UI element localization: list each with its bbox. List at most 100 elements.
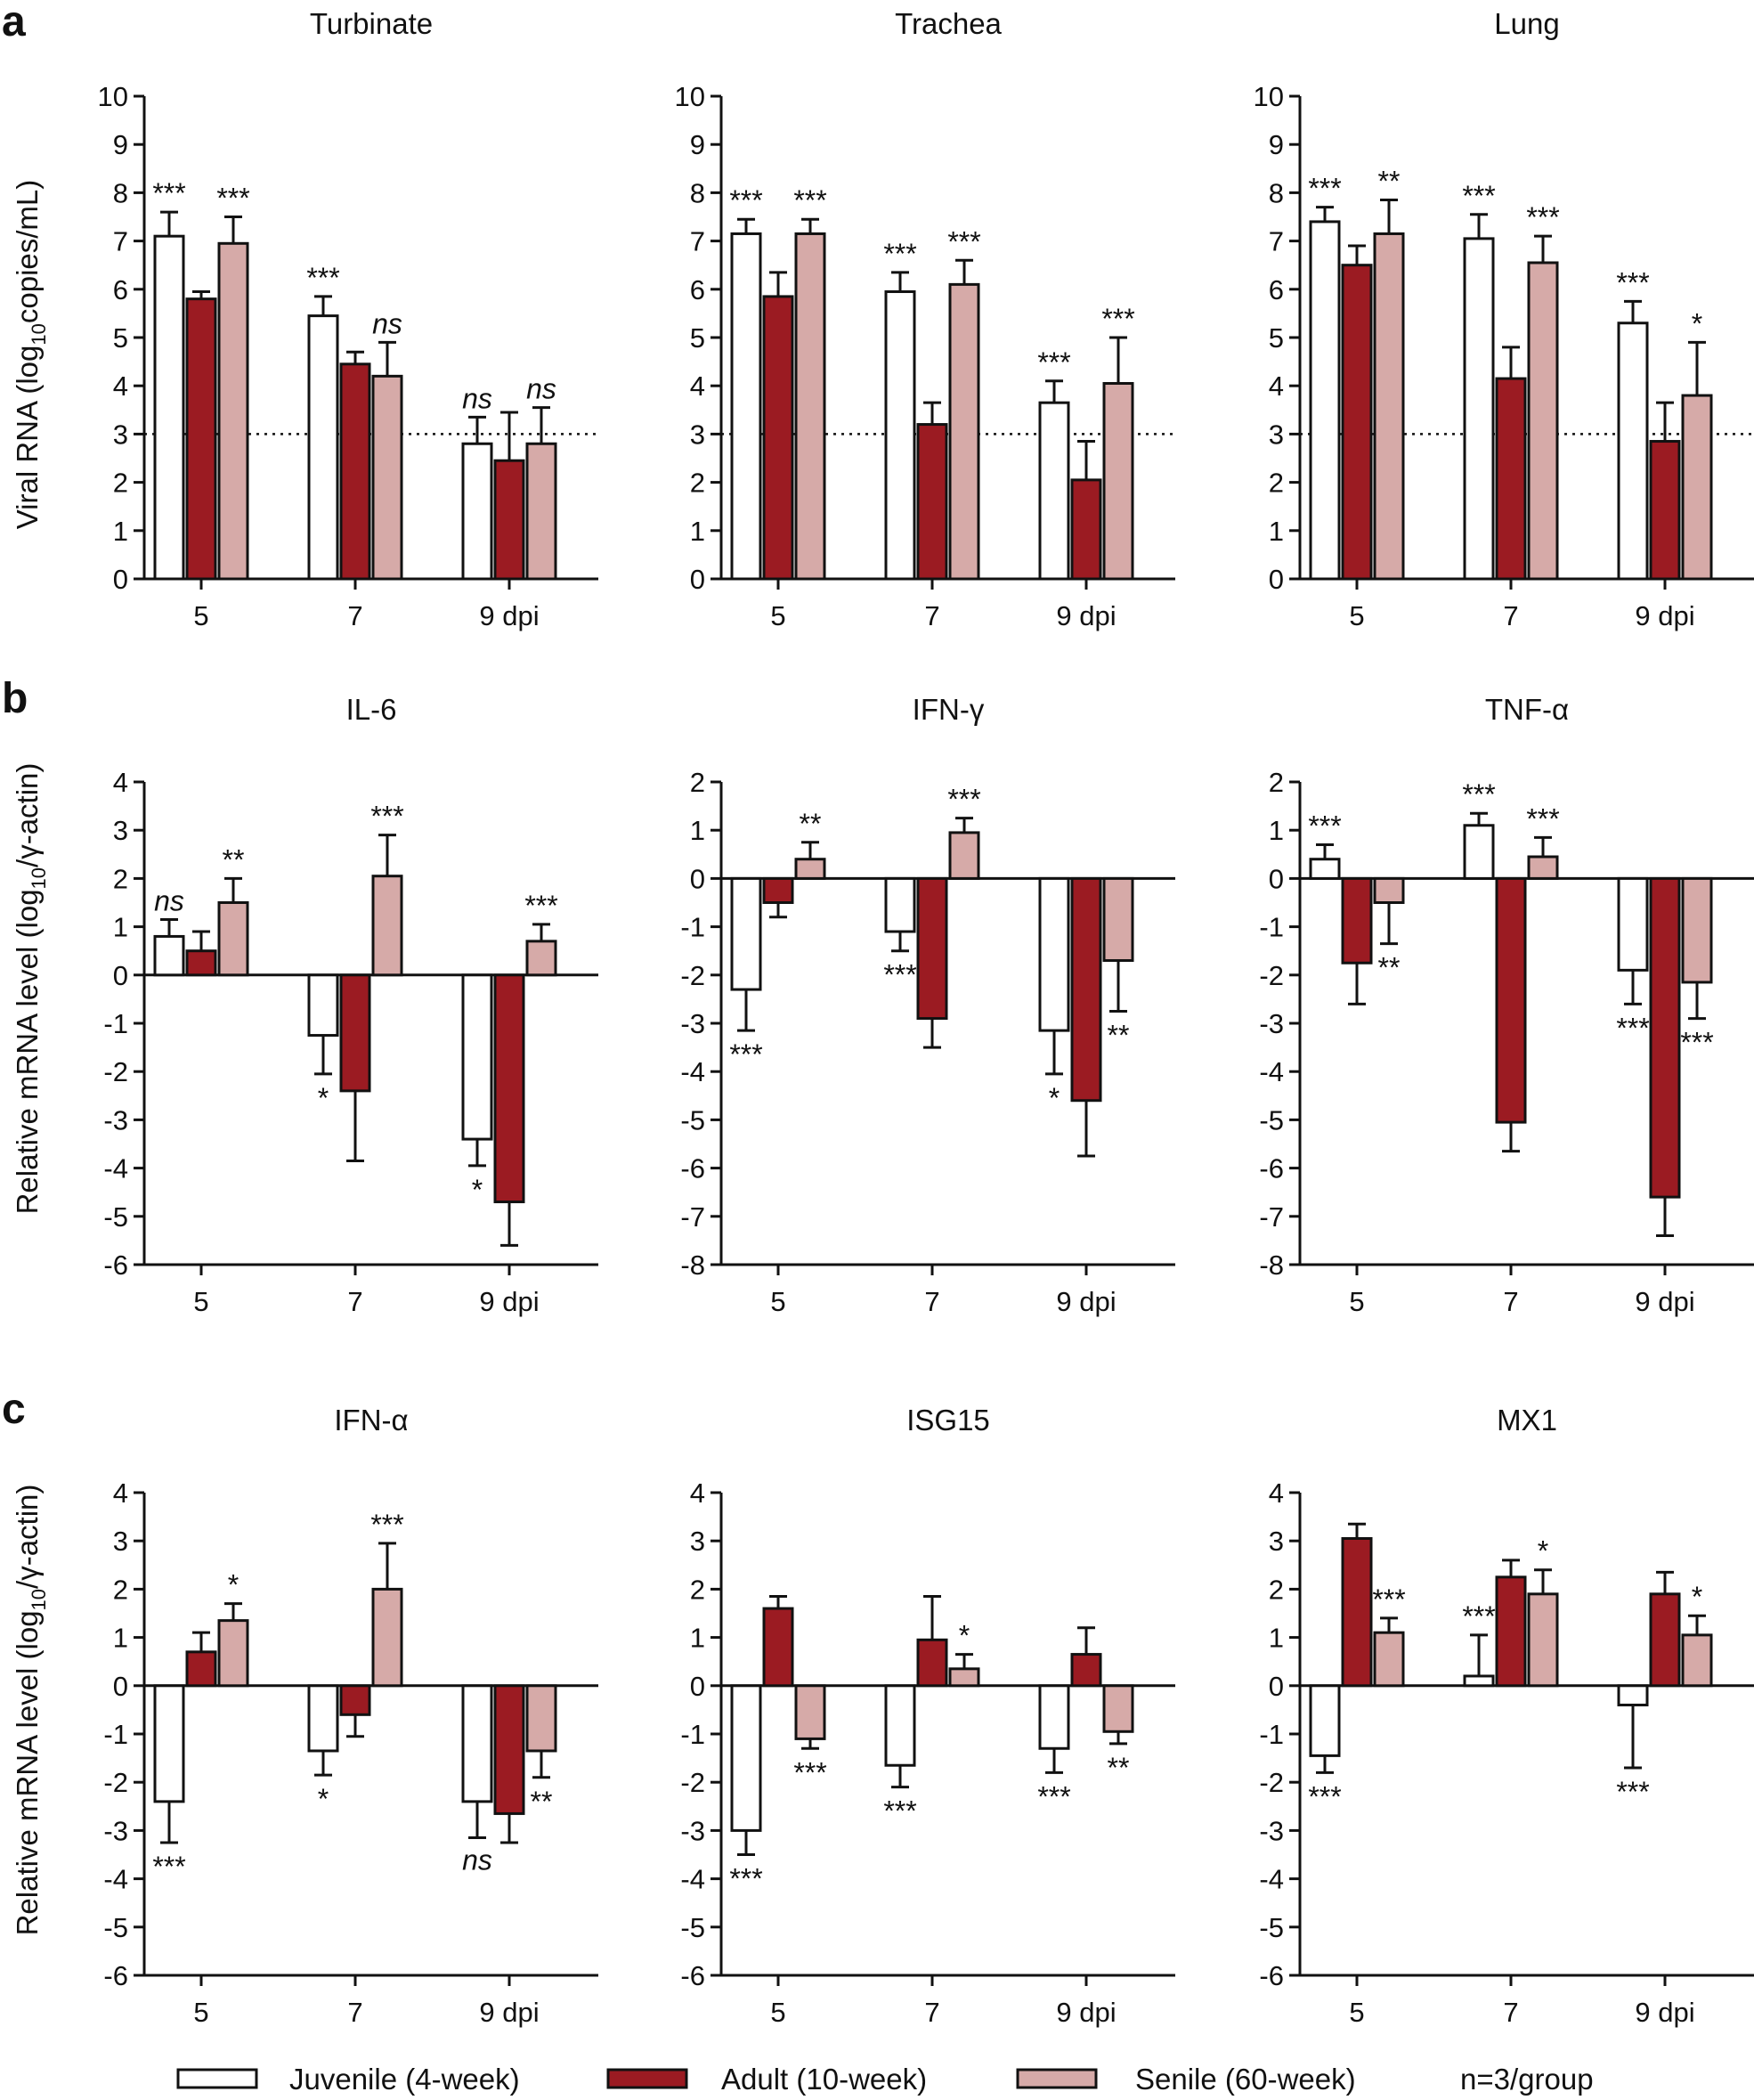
sig-label-tnf: ***: [1526, 802, 1559, 834]
bar-turbinate-adult-10-week-1: [339, 362, 371, 581]
bar-il-6-adult-10-week-1: [339, 973, 371, 1093]
x-tick-label-tnf: 5: [1349, 1286, 1364, 1317]
ylabel-mrna-b-prefix: Relative mRNA level (log: [11, 889, 44, 1214]
y-tick-label-trachea: 9: [690, 129, 705, 160]
y-tick-label-trachea: 5: [690, 322, 705, 354]
y-tick-label-tnf: 0: [1269, 863, 1284, 894]
x-tick-label-ifn: 5: [770, 1286, 785, 1317]
y-tick-label-trachea: 1: [690, 516, 705, 547]
bar-turbinate-adult-10-week-2: [493, 459, 525, 581]
chart-title-turbinate: Turbinate: [310, 7, 433, 40]
y-tick-label-isg15: -4: [680, 1864, 705, 1895]
sig-label-trachea: ***: [729, 184, 762, 216]
bar-mx1-adult-10-week-1: [1495, 1575, 1527, 1688]
sig-label-ifn: ***: [729, 1038, 762, 1070]
y-tick-label-trachea: 4: [690, 370, 705, 402]
y-tick-label-mx1: 4: [1269, 1477, 1284, 1509]
bar-turbinate-senile-60-week-1: [371, 374, 403, 581]
sig-label-lung: ***: [1462, 180, 1495, 212]
bar-ifn-juvenile-4-week-1: [307, 1684, 339, 1753]
chart-title-isg15: ISG15: [906, 1404, 990, 1437]
bar-turbinate-adult-10-week-0: [185, 297, 217, 581]
x-tick-label-ifn: 7: [924, 1286, 939, 1317]
sig-label-mx1: ***: [1372, 1583, 1405, 1616]
sig-label-mx1: *: [1692, 1581, 1702, 1613]
sig-label-ifn: ***: [883, 959, 916, 991]
ylabel-viral-rna: Viral RNA (log10copies/mL): [11, 180, 50, 530]
bar-lung-senile-60-week-2: [1681, 394, 1713, 581]
y-tick-label-tnf: -6: [1259, 1153, 1284, 1184]
y-tick-label-mx1: -4: [1259, 1864, 1284, 1895]
y-tick-label-isg15: 1: [690, 1623, 705, 1654]
y-tick-label-lung: 5: [1269, 322, 1284, 354]
y-tick-label-lung: 7: [1269, 226, 1284, 257]
chart-trachea: Trachea 0 1 2 3 4 5 6 7 8 9 10 5 *** *** 7 *** *** 9 dpi **…: [675, 7, 1175, 631]
y-tick-label-ifn: 1: [113, 1623, 128, 1654]
sig-label-ifn: ***: [152, 1851, 185, 1883]
sig-label-turbinate: ns: [526, 373, 556, 405]
sig-label-lung: *: [1692, 307, 1702, 339]
y-tick-label-ifn: 2: [690, 767, 705, 798]
bar-ifn-senile-60-week-2: [525, 1684, 557, 1753]
y-tick-label-mx1: 3: [1269, 1526, 1284, 1557]
y-tick-label-mx1: -5: [1259, 1912, 1284, 1943]
y-tick-label-trachea: 2: [690, 468, 705, 499]
sig-label-turbinate: ***: [216, 183, 249, 215]
x-tick-label-turbinate: 9 dpi: [479, 600, 539, 631]
sig-label-ifn: *: [1049, 1082, 1060, 1114]
y-tick-label-ifn: -2: [103, 1767, 128, 1798]
x-tick-label-lung: 7: [1503, 600, 1518, 631]
y-tick-label-tnf: -5: [1259, 1104, 1284, 1135]
bar-trachea-juvenile-4-week-2: [1038, 401, 1070, 581]
bar-lung-senile-60-week-0: [1373, 232, 1405, 581]
chart-title-trachea: Trachea: [895, 7, 1002, 40]
bar-isg15-adult-10-week-0: [762, 1607, 794, 1688]
legend-swatch-adult: [606, 2068, 688, 2089]
legend-swatch-senile: [1016, 2068, 1098, 2089]
bar-ifn-adult-10-week-1: [339, 1684, 371, 1716]
y-tick-label-isg15: -6: [680, 1960, 705, 1991]
bar-isg15-juvenile-4-week-1: [884, 1684, 916, 1767]
y-tick-label-ifn: 4: [113, 1477, 128, 1509]
y-tick-label-lung: 1: [1269, 516, 1284, 547]
bar-il-6-juvenile-4-week-0: [153, 934, 185, 977]
chart-title-lung: Lung: [1494, 7, 1559, 40]
sig-label-trachea: ***: [1037, 346, 1070, 378]
bar-mx1-senile-60-week-1: [1527, 1592, 1559, 1688]
x-tick-label-mx1: 5: [1349, 1997, 1364, 2028]
sig-label-il-6: ***: [524, 890, 557, 922]
x-tick-label-ifn: 5: [193, 1997, 208, 2028]
x-tick-label-il-6: 5: [193, 1286, 208, 1317]
bar-tnf-senile-60-week-0: [1373, 876, 1405, 905]
x-tick-label-tnf: 7: [1503, 1286, 1518, 1317]
sig-label-ifn: ns: [462, 1844, 492, 1876]
y-tick-label-il-6: 2: [113, 863, 128, 894]
y-tick-label-il-6: 3: [113, 815, 128, 846]
x-tick-label-trachea: 5: [770, 600, 785, 631]
sig-label-il-6: ns: [154, 884, 184, 916]
y-tick-label-mx1: 1: [1269, 1623, 1284, 1654]
y-tick-label-ifn: -5: [680, 1104, 705, 1135]
chart-title-ifn: IFN-α: [334, 1404, 408, 1437]
x-tick-label-isg15: 9 dpi: [1056, 1997, 1116, 2028]
sig-label-mx1: *: [1538, 1535, 1548, 1567]
y-tick-label-lung: 3: [1269, 419, 1284, 450]
sig-label-ifn: ***: [947, 784, 980, 816]
bar-isg15-adult-10-week-2: [1070, 1653, 1102, 1688]
y-tick-label-lung: 10: [1254, 81, 1284, 112]
x-tick-label-ifn: 9 dpi: [1056, 1286, 1116, 1317]
bar-ifn-adult-10-week-0: [185, 1650, 217, 1688]
y-tick-label-mx1: 2: [1269, 1574, 1284, 1605]
bar-il-6-senile-60-week-0: [217, 901, 249, 977]
y-tick-label-isg15: 0: [690, 1671, 705, 1702]
bar-lung-juvenile-4-week-2: [1617, 322, 1649, 581]
bar-mx1-juvenile-4-week-0: [1309, 1684, 1341, 1757]
sig-label-turbinate: ns: [372, 307, 402, 339]
sig-label-il-6: *: [318, 1082, 329, 1114]
bar-turbinate-juvenile-4-week-1: [307, 314, 339, 581]
bar-tnf-adult-10-week-0: [1341, 876, 1373, 965]
sig-label-trachea: ***: [1101, 303, 1134, 335]
y-tick-label-ifn: 2: [113, 1574, 128, 1605]
y-tick-label-tnf: -2: [1259, 960, 1284, 991]
